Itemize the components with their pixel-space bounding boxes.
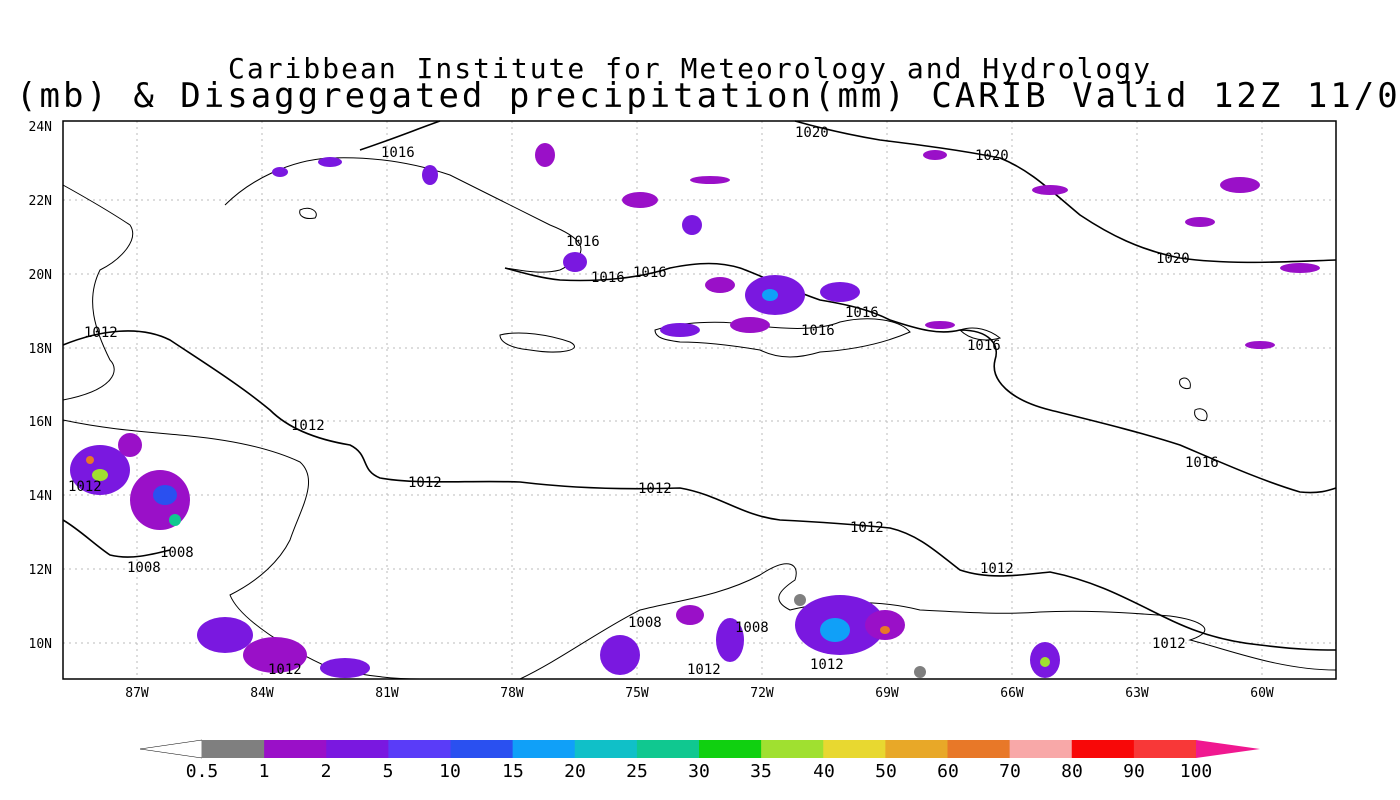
- colorbar-tick: 5: [383, 761, 394, 782]
- colorbar-segment: [512, 740, 576, 758]
- lon-label: 63W: [1125, 686, 1149, 701]
- colorbar-segment: [450, 740, 514, 758]
- colorbar-tick: 35: [750, 761, 772, 782]
- isobar-label: 1016: [845, 305, 879, 321]
- colorbar-tick: 50: [875, 761, 897, 782]
- colorbar-segment: [1071, 740, 1135, 758]
- colorbar-segment: [885, 740, 949, 758]
- colorbar-segment: [636, 740, 700, 758]
- isobar-label: 1012: [268, 662, 302, 678]
- isobar-labels: 1020 1020 1020 1016 1016 1016 1016 1016 …: [68, 125, 1219, 678]
- isobar-label: 1020: [1156, 251, 1190, 267]
- map-gridlines: [63, 121, 1336, 679]
- isobar-label: 1016: [801, 323, 835, 339]
- colorbar-tick: 2: [321, 761, 332, 782]
- lat-label: 12N: [29, 563, 52, 578]
- isobar-label: 1008: [127, 560, 161, 576]
- colorbar-segment: [761, 740, 824, 758]
- lat-label: 16N: [29, 415, 52, 430]
- colorbar-tick: 30: [688, 761, 710, 782]
- colorbar-tick: 1: [259, 761, 270, 782]
- lon-label: 60W: [1250, 686, 1274, 701]
- colorbar-tick: 60: [937, 761, 959, 782]
- isobar-label: 1016: [591, 270, 625, 286]
- lon-label: 66W: [1000, 686, 1024, 701]
- isobar-label: 1012: [810, 657, 844, 673]
- isobar-label: 1016: [1185, 455, 1219, 471]
- map-title-line-1: Caribbean Institute for Meteorology and …: [227, 52, 1152, 85]
- lon-label: 87W: [125, 686, 149, 701]
- lon-label: 84W: [250, 686, 274, 701]
- lon-label: 78W: [500, 686, 524, 701]
- colorbar-segment: [947, 740, 1011, 758]
- map-plot-area: [63, 121, 1336, 679]
- lat-label: 18N: [29, 342, 52, 357]
- isobar-label: 1008: [160, 545, 194, 561]
- isobar-label: 1008: [628, 615, 662, 631]
- colorbar-under-arrow: [139, 739, 203, 759]
- isobar-label: 1012: [68, 479, 102, 495]
- lat-label: 10N: [29, 637, 52, 652]
- latitude-labels: 24N 22N 20N 18N 16N 14N 12N 10N: [29, 120, 52, 652]
- map-frame: [62, 120, 1337, 680]
- colorbar-tick: 80: [1061, 761, 1083, 782]
- colorbar-segment: [823, 740, 886, 758]
- precipitation-areas: [70, 143, 1320, 678]
- colorbar-segment: [1009, 740, 1073, 758]
- colorbar-segment: [699, 740, 762, 758]
- colorbar-tick: 0.5: [186, 761, 219, 782]
- isobar-label: 1008: [735, 620, 769, 636]
- isobar-label: 1016: [566, 234, 600, 250]
- isobar-label: 1012: [980, 561, 1014, 577]
- colorbar-tick: 20: [564, 761, 586, 782]
- isobar-label: 1020: [975, 148, 1009, 164]
- colorbar-tick: 40: [813, 761, 835, 782]
- colorbar-tick: 25: [626, 761, 648, 782]
- colorbar-segment: [388, 740, 452, 758]
- lat-label: 14N: [29, 489, 52, 504]
- colorbar-segment: [326, 740, 389, 758]
- isobar-label: 1012: [291, 418, 325, 434]
- map-title-line-2: (mb) & Disaggregated precipitation(mm) C…: [16, 76, 1400, 116]
- lat-label: 24N: [29, 120, 52, 135]
- colorbar-tick: 90: [1123, 761, 1145, 782]
- colorbar-segment: [1133, 740, 1197, 758]
- isobar-label: 1012: [408, 475, 442, 491]
- isobar-label: 1012: [1152, 636, 1186, 652]
- isobar-label: 1012: [638, 481, 672, 497]
- colorbar-tick: 100: [1180, 761, 1213, 782]
- lat-label: 20N: [29, 268, 52, 283]
- isobar-label: 1012: [84, 325, 118, 341]
- longitude-labels: 87W 84W 81W 78W 75W 72W 69W 66W 63W 60W: [125, 686, 1274, 701]
- isobar-label: 1016: [633, 265, 667, 281]
- colorbar-tick: 70: [999, 761, 1021, 782]
- isobar-label: 1016: [381, 145, 415, 161]
- isobar-label: 1012: [687, 662, 721, 678]
- colorbar-over-arrow: [1196, 740, 1260, 758]
- precipitation-colorbar: 0.5 1 2 5 10 15 20 25 30 35 40 50 60 70 …: [139, 739, 1260, 782]
- lon-label: 72W: [750, 686, 774, 701]
- isobar-label: 1020: [795, 125, 829, 141]
- isobar-label: 1012: [850, 520, 884, 536]
- lon-label: 69W: [875, 686, 899, 701]
- lon-label: 81W: [375, 686, 399, 701]
- isobar-label: 1016: [967, 338, 1001, 354]
- colorbar-ticks: 0.5 1 2 5 10 15 20 25 30 35 40 50 60 70 …: [186, 761, 1213, 782]
- lon-label: 75W: [625, 686, 649, 701]
- colorbar-tick: 10: [439, 761, 461, 782]
- lat-label: 22N: [29, 194, 52, 209]
- colorbar-segment: [202, 740, 265, 758]
- colorbar-segment: [264, 740, 327, 758]
- colorbar-tick: 15: [502, 761, 524, 782]
- colorbar-segment: [574, 740, 638, 758]
